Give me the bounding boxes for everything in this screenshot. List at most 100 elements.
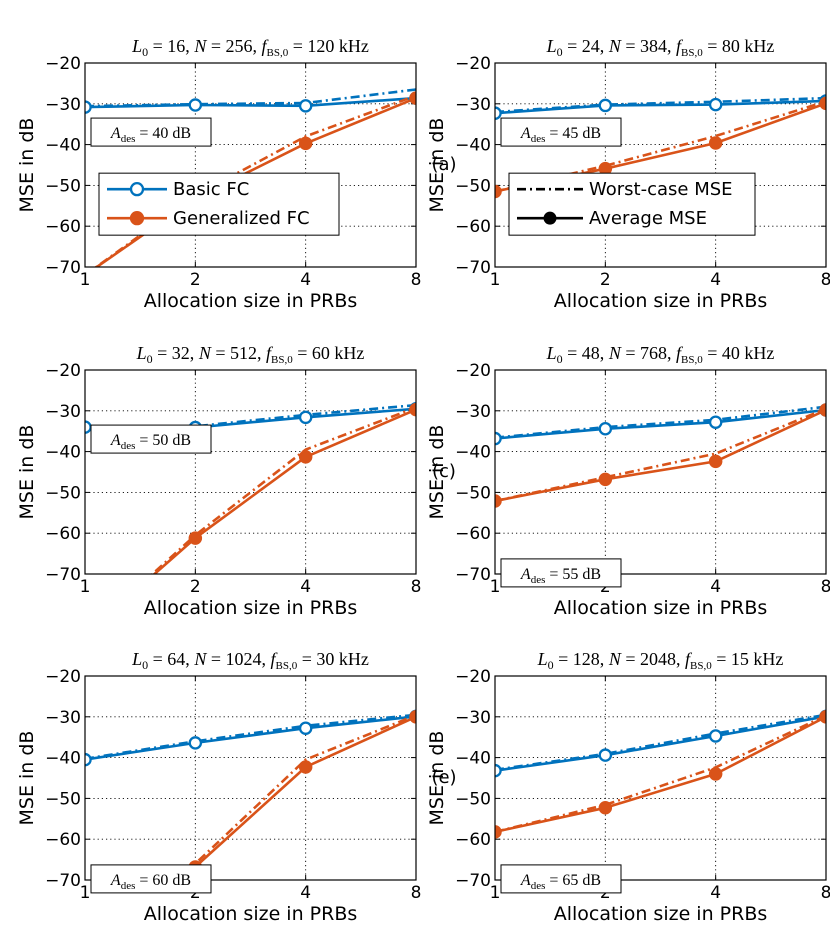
- y-tick-label: −60: [455, 217, 491, 237]
- basic-fc-point: [598, 422, 613, 436]
- y-tick-label: −50: [45, 483, 81, 503]
- y-tick-label: −40: [455, 749, 491, 769]
- x-tick-label: 4: [710, 270, 721, 290]
- y-tick-label: −40: [45, 749, 81, 769]
- panel-label: (e): [431, 767, 456, 788]
- ticks: [494, 62, 827, 268]
- series-group: [495, 709, 826, 839]
- axes-box: [494, 369, 827, 575]
- panel-title: L0 = 48, N = 768, fBS,0 = 40 kHz: [546, 343, 775, 366]
- x-tick-label: 4: [300, 883, 311, 903]
- adesc-box: [500, 117, 622, 147]
- y-tick-label: −20: [45, 667, 81, 687]
- legend-marker: [129, 182, 145, 197]
- adesc-text: Ades = 50 dB: [110, 432, 191, 452]
- panel-title: L0 = 32, N = 512, fBS,0 = 60 kHz: [136, 343, 365, 366]
- basic-fc-point: [188, 736, 203, 750]
- axes-box: [494, 675, 827, 881]
- x-tick-label: 1: [80, 883, 91, 903]
- generalized-fc-point: [708, 767, 723, 781]
- generalized-fc-point: [819, 710, 826, 724]
- panel-title: L0 = 128, N = 2048, fBS,0 = 15 kHz: [537, 649, 784, 672]
- x-tick-label: 2: [600, 270, 611, 290]
- y-tick-label: −60: [455, 524, 491, 544]
- y-tick-label: −60: [45, 217, 81, 237]
- generalized-fc-point: [819, 96, 826, 111]
- basic-fc-worst-case-line: [495, 713, 826, 772]
- y-tick-label: −30: [455, 708, 491, 728]
- x-tick-label: 2: [190, 270, 201, 290]
- y-tick-label: −20: [455, 361, 491, 381]
- grid: [495, 63, 826, 267]
- adesc-annotation: Ades = 60 dB: [90, 864, 212, 894]
- x-tick-label: 4: [710, 883, 721, 903]
- axes-box: [84, 369, 417, 575]
- x-tick-label: 8: [821, 883, 830, 903]
- y-tick-label: −70: [45, 871, 81, 891]
- panel-title: L0 = 64, N = 1024, fBS,0 = 30 kHz: [131, 649, 369, 672]
- basic-fc-worst-case-line: [85, 403, 416, 428]
- generalized-fc-point: [188, 531, 203, 545]
- adesc-box: [90, 864, 212, 894]
- x-tick-label: 4: [710, 577, 721, 597]
- legend-marker: [129, 211, 145, 226]
- basic-fc-average-line: [85, 96, 416, 109]
- x-axis-label: Allocation size in PRBs: [554, 597, 768, 619]
- y-tick-label: −40: [455, 136, 491, 156]
- x-tick-label: 8: [411, 270, 422, 290]
- y-tick-label: −60: [455, 830, 491, 850]
- legend-box: [508, 172, 756, 236]
- y-tick-label: −70: [45, 565, 81, 585]
- generalized-fc-average-line: [495, 408, 826, 503]
- basic-fc-point: [708, 97, 723, 112]
- x-tick-label: 8: [821, 270, 830, 290]
- basic-fc-point: [708, 729, 723, 743]
- generalized-fc-worst-case-line: [150, 406, 416, 574]
- generalized-fc-worst-case-line: [174, 713, 416, 880]
- grid: [85, 676, 416, 880]
- legend-label: Generalized FC: [173, 208, 310, 229]
- chart-panel-a: −20 −30 −40 −50 −60 −701 2 4 8 Allocation size in…: [16, 36, 457, 312]
- axes-box: [84, 62, 417, 268]
- y-tick-label: −30: [45, 708, 81, 728]
- series-group: [495, 94, 826, 199]
- y-tick-label: −60: [45, 830, 81, 850]
- generalized-fc-point: [298, 760, 313, 774]
- adesc-text: Ades = 60 dB: [110, 872, 191, 892]
- basic-fc-point: [298, 410, 313, 425]
- legend-label: Basic FC: [173, 179, 249, 200]
- x-tick-label: 1: [80, 577, 91, 597]
- adesc-annotation: Ades = 50 dB: [90, 424, 212, 454]
- axes-box: [84, 675, 417, 881]
- y-tick-label: −30: [455, 402, 491, 422]
- ticks: [494, 675, 827, 881]
- adesc-annotation: Ades = 55 dB: [500, 558, 622, 588]
- x-tick-label: 1: [490, 883, 501, 903]
- y-tick-label: −40: [455, 443, 491, 463]
- legend-methods: Basic FC Generalized FC: [98, 172, 340, 236]
- x-tick-label: 1: [490, 270, 501, 290]
- adesc-text: Ades = 55 dB: [520, 566, 601, 586]
- y-tick-label: −20: [45, 361, 81, 381]
- y-axis-label: MSE in dB: [16, 425, 38, 520]
- adesc-annotation: Ades = 40 dB: [90, 117, 212, 147]
- panel-label: (a): [431, 154, 456, 175]
- x-tick-label: 1: [490, 577, 501, 597]
- adesc-box: [90, 424, 212, 454]
- y-tick-label: −20: [45, 54, 81, 74]
- adesc-text: Ades = 40 dB: [110, 125, 191, 145]
- basic-fc-average-line: [495, 99, 826, 115]
- axes-box: [494, 62, 827, 268]
- legend-styles: Worst-case MSE Average MSE: [508, 172, 756, 236]
- basic-fc-point: [598, 748, 613, 762]
- grid: [85, 63, 416, 267]
- y-tick-label: −70: [455, 871, 491, 891]
- panel-title: L0 = 24, N = 384, fBS,0 = 80 kHz: [546, 36, 775, 59]
- adesc-annotation: Ades = 65 dB: [500, 864, 622, 894]
- adesc-text: Ades = 45 dB: [520, 125, 601, 145]
- y-axis-label: MSE in dB: [16, 118, 38, 213]
- y-tick-label: −50: [455, 176, 491, 196]
- panel-title: L0 = 16, N = 256, fBS,0 = 120 kHz: [131, 36, 369, 59]
